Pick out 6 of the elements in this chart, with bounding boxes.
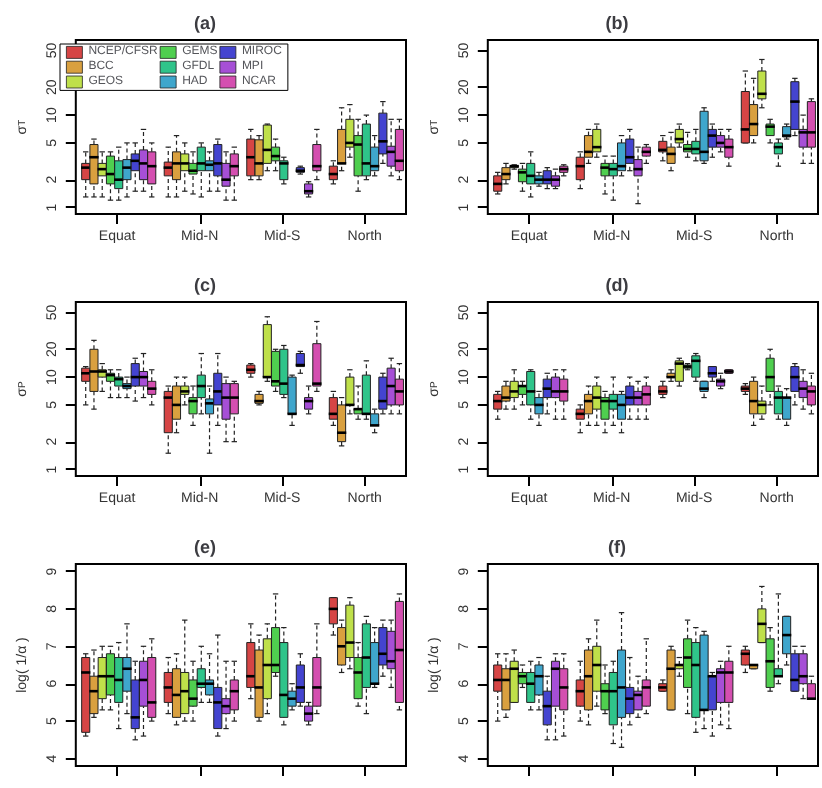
chart-title: (c)	[194, 275, 216, 295]
chart-title: (b)	[605, 13, 629, 33]
chart-title: (d)	[605, 275, 629, 295]
chart-title: (a)	[194, 13, 216, 33]
chart-title: (f)	[608, 537, 626, 557]
chart-title: (e)	[194, 537, 216, 557]
